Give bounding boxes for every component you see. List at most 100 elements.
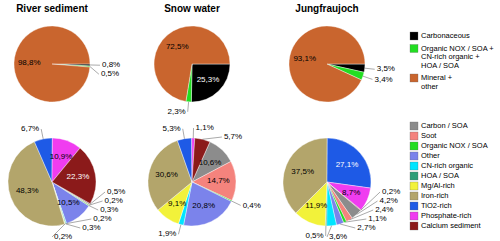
- chart-canvas: River sediment98,8%0,8%0,5%Snow water25,…: [0, 0, 500, 241]
- leader-line: [363, 76, 372, 79]
- data-label: 0,4%: [243, 201, 261, 210]
- pie-chart: 10,5%48,3%10,9%22,3%0,5%0,2%0,3%0,2%0,3%…: [8, 124, 125, 241]
- data-label: 98,8%: [18, 58, 41, 67]
- data-labels: 10,5%48,3%10,9%22,3%0,5%0,2%0,3%0,2%0,3%…: [16, 124, 125, 241]
- legend-label: Phosphate-rich: [421, 211, 471, 220]
- data-label: 10,6%: [199, 158, 222, 167]
- legend-item: TiO2-rich: [410, 201, 452, 210]
- data-label: 0,2%: [382, 187, 400, 196]
- legend-item: Calcium sediment: [410, 221, 482, 230]
- legend-label: Carbonaceous: [421, 31, 470, 40]
- pie-slices: [14, 26, 90, 102]
- legend: Carbon / SOASootOrganic NOX / SOAOtherCN…: [410, 121, 488, 230]
- data-label: 37,5%: [291, 167, 314, 176]
- data-labels: 11,9%37,5%27,1%8,7%0,2%4,2%2,4%1,1%2,7%3…: [291, 160, 400, 241]
- pie-title: Snow water: [164, 3, 220, 14]
- legend-label: Mineral +other: [421, 73, 453, 91]
- data-labels: 25,3%72,5%2,3%: [166, 42, 219, 116]
- legend-item: Carbonaceous: [410, 31, 470, 40]
- pie-chart: 10,6% 14,7% 20,8% 9,1% 30,6% 1,1% 5,7% 0,4% 5,3%…: [148, 123, 261, 238]
- legend-swatch: [410, 212, 418, 220]
- legend-item: Phosphate-rich: [410, 211, 471, 220]
- pie-slice: [327, 138, 371, 188]
- data-label: 6,7%: [21, 124, 39, 133]
- pie-title: Jungfraujoch: [295, 3, 358, 14]
- legend-item: HOA / SOA: [410, 171, 459, 180]
- pie-slice: [14, 26, 90, 102]
- data-label: 10,5%: [57, 198, 80, 207]
- data-label: 0,2%: [93, 214, 111, 223]
- legend-item: CN-rich organic: [410, 161, 473, 170]
- data-label: 1,1%: [196, 123, 214, 132]
- pie-slice: [154, 26, 230, 102]
- legend-item: Mineral +other: [410, 73, 453, 91]
- pie-slices: [8, 138, 96, 226]
- leader-line: [187, 102, 189, 112]
- legend: Carbonaceous Organic NOX / SOA +CN-rich o…: [410, 31, 494, 91]
- legend-item: Iron-rich: [410, 191, 449, 200]
- legend-label: TiO2-rich: [421, 201, 452, 210]
- data-labels: 98,8% 0,8%0,5%: [18, 58, 120, 78]
- pie-title: River sediment: [16, 3, 88, 14]
- data-label: 0,2%: [105, 196, 123, 205]
- data-label: 5,3%: [162, 124, 180, 133]
- data-label: 2,4%: [375, 205, 393, 214]
- leader-line: [183, 129, 185, 139]
- legend-swatch: [410, 192, 418, 200]
- data-label: 30,6%: [155, 170, 178, 179]
- data-label: 20,8%: [192, 201, 215, 210]
- legend-item: Carbon / SOA: [410, 121, 468, 130]
- pie-slices: [148, 138, 236, 226]
- data-label: 0,8%: [102, 60, 120, 69]
- legend-swatch: [410, 152, 418, 160]
- legend-swatch: [410, 142, 418, 150]
- pie-slices: [289, 26, 365, 102]
- data-label: 93,1%: [293, 54, 316, 63]
- legend-swatch: [410, 182, 418, 190]
- leader-line: [325, 226, 326, 236]
- data-label: 3,4%: [374, 75, 392, 84]
- data-label: 8,7%: [342, 188, 360, 197]
- legend-label: Mg/Al-rich: [421, 181, 455, 190]
- data-label: 0,3%: [100, 205, 118, 214]
- leader-line: [232, 201, 241, 205]
- data-label: 1,9%: [158, 229, 176, 238]
- leader-line: [89, 206, 98, 210]
- pie-chart: 11,9%37,5%27,1%8,7%0,2%4,2%2,4%1,1%2,7%3…: [283, 138, 400, 241]
- legend-swatch: [410, 32, 418, 40]
- leader-line: [66, 224, 81, 228]
- leader-line: [345, 219, 366, 222]
- legend-swatch: [410, 74, 418, 82]
- legend-label: Carbon / SOA: [421, 121, 468, 130]
- legend-label: CN-rich organic: [421, 161, 473, 170]
- leader-line: [90, 67, 99, 75]
- legend-label: Calcium sediment: [421, 221, 482, 230]
- pie-slices: [154, 26, 230, 102]
- data-label: 1,1%: [368, 214, 386, 223]
- legend-item: Mg/Al-rich: [410, 181, 455, 190]
- data-label: 0,5%: [101, 69, 119, 78]
- leader-line: [41, 129, 43, 139]
- legend-swatch: [410, 162, 418, 170]
- data-label: 14,7%: [207, 176, 230, 185]
- legend-item: Organic NOX / SOA: [410, 141, 488, 150]
- data-labels: 10,6% 14,7% 20,8% 9,1% 30,6% 1,1% 5,7% 0,4% 5,3%…: [155, 123, 261, 238]
- legend-label: Iron-rich: [421, 191, 449, 200]
- data-label: 0,5%: [107, 187, 125, 196]
- data-label: 2,7%: [357, 223, 375, 232]
- pie-chart: Jungfraujoch93,1%3,5%3,4%: [289, 3, 395, 102]
- legend-item: Other: [410, 151, 440, 160]
- data-label: 0,2%: [54, 232, 72, 241]
- data-label: 11,9%: [305, 201, 327, 210]
- data-label: 0,3%: [82, 223, 100, 232]
- pie-slices: [283, 138, 371, 226]
- data-label: 9,1%: [168, 199, 186, 208]
- legend-label: Organic NOX / SOA +CN-rich organic +HOA …: [421, 44, 494, 70]
- leader-line: [178, 225, 181, 235]
- legend-swatch: [410, 122, 418, 130]
- leader-line: [193, 128, 194, 138]
- pie-slice: [289, 26, 365, 102]
- leader-line: [90, 64, 100, 65]
- data-label: 5,7%: [224, 132, 242, 141]
- pie-slice: [283, 138, 327, 213]
